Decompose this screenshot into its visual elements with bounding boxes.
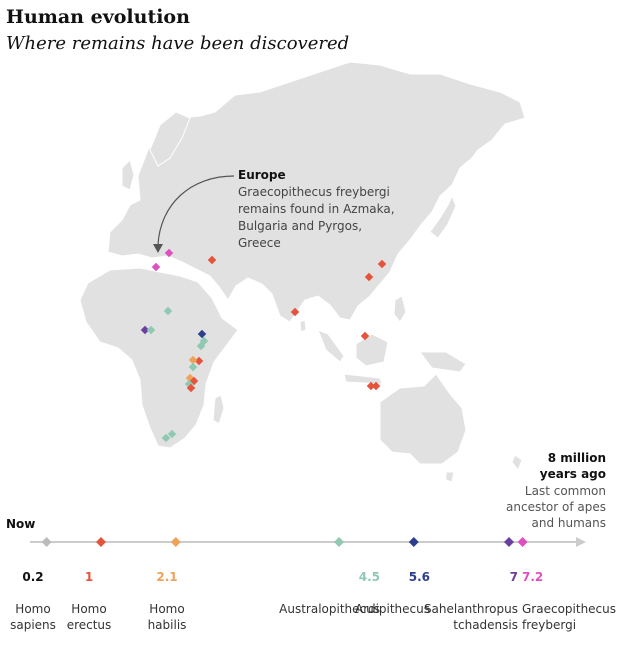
japan-landmass <box>429 194 457 239</box>
species-value: 7.2 <box>522 570 544 584</box>
site-marker-ardipithecus <box>197 329 207 339</box>
site-marker-sahelanthropus <box>140 325 150 335</box>
timeline-marker <box>504 537 514 547</box>
site-marker-australopithecus <box>188 362 198 372</box>
species-label-graecopithecus: 7.2 Graecopithecus freybergi <box>522 553 616 649</box>
newzealand-landmass <box>511 454 523 472</box>
site-marker-homo-erectus <box>366 381 376 391</box>
species-name: Ardipithecus <box>355 602 430 616</box>
find-sites <box>140 248 387 443</box>
annotation-body: Graecopithecus freybergi remains found i… <box>238 185 395 250</box>
site-marker-australopithecus <box>146 325 156 335</box>
timeline-markers <box>41 537 528 547</box>
madagascar-landmass <box>212 394 225 425</box>
scandinavia-landmass <box>149 111 191 167</box>
site-marker-australopithecus <box>161 433 171 443</box>
site-marker-homo-erectus <box>186 383 196 393</box>
species-value: 0.2 <box>22 570 44 584</box>
species-label-sahelanthropus: 7 Sahelanthropus tchadensis <box>420 553 518 649</box>
timeline-marker <box>170 537 181 547</box>
map-title: Human evolution <box>6 6 190 28</box>
site-marker-graecopithecus <box>151 262 161 272</box>
map-subtitle: Where remains have been discovered <box>6 33 350 54</box>
species-value: 1 <box>84 570 94 584</box>
borneo-landmass <box>355 333 389 367</box>
timeline-marker <box>96 537 106 547</box>
world-map <box>30 61 586 547</box>
site-marker-homo-habilis <box>188 355 198 365</box>
site-marker-homo-erectus <box>364 272 374 282</box>
site-marker-homo-erectus <box>360 331 370 341</box>
africa-landmass <box>79 267 239 449</box>
timeline-now-label: Now <box>6 517 36 531</box>
europe-arrow <box>157 175 235 246</box>
species-value: 5.6 <box>408 570 430 584</box>
site-marker-australopithecus <box>196 341 206 351</box>
site-marker-homo-erectus <box>194 356 204 366</box>
species-value: 2.1 <box>156 570 178 584</box>
timeline-marker <box>334 537 344 547</box>
srilanka-landmass <box>299 319 307 333</box>
site-marker-homo-erectus <box>207 255 217 265</box>
timeline-arrowhead <box>576 537 586 547</box>
site-marker-homo-erectus <box>371 381 381 391</box>
newguinea-landmass <box>419 351 467 373</box>
timeline-marker <box>517 537 528 547</box>
timeline-end-description: Last common ancestor of apes and humans <box>506 484 606 530</box>
site-marker-australopithecus <box>163 306 173 316</box>
java-landmass <box>343 373 383 385</box>
annotation-title: Europe <box>238 168 286 182</box>
species-value: 7 <box>509 570 518 584</box>
timeline-marker <box>408 537 419 547</box>
site-marker-homo-erectus <box>290 307 300 317</box>
timeline-end-label: 8 million years ago <box>539 451 606 481</box>
europe-arrow-head <box>153 244 163 253</box>
species-value: 4.5 <box>358 570 380 584</box>
site-marker-graecopithecus <box>164 248 174 258</box>
land-masses <box>79 61 526 483</box>
species-label-homo-habilis: 2.1 Homo habilis <box>144 553 190 649</box>
species-label-homo-erectus: 1 Homo erectus <box>66 553 112 649</box>
site-marker-homo-erectus <box>377 259 387 269</box>
timeline-marker <box>41 537 52 547</box>
tasmania-landmass <box>445 471 455 483</box>
species-label-ardipithecus: 5.6 Ardipithecus <box>350 553 430 633</box>
australia-landmass <box>379 373 467 465</box>
sumatra-landmass <box>317 329 345 363</box>
britain-landmass <box>121 159 135 191</box>
site-marker-australopithecus <box>167 429 177 439</box>
species-label-homo-sapiens: 0.2 Homo sapiens <box>10 553 56 649</box>
philippines-landmass <box>393 295 407 323</box>
